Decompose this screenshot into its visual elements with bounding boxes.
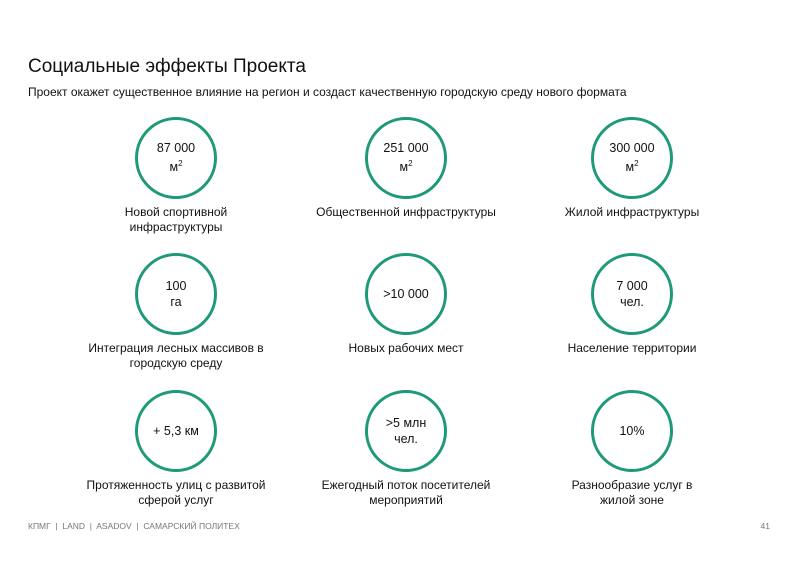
metric-circle: 300 000 м2 xyxy=(591,117,673,199)
metric-label: Ежегодный поток посетителей мероприятий xyxy=(321,478,491,507)
metric-circle: 87 000 м2 xyxy=(135,117,217,199)
metric-label: Жилой инфраструктуры xyxy=(564,205,700,219)
metric-circle: >5 млн чел. xyxy=(365,390,447,472)
metric-circle: 10% xyxy=(591,390,673,472)
metric-value: 300 000 xyxy=(609,141,655,156)
metric-label: Общественной инфраструктуры xyxy=(316,205,496,219)
metric-unit: чел. xyxy=(620,295,644,309)
metric-value: 10% xyxy=(619,424,645,438)
metric-circle: 100 га xyxy=(135,253,217,335)
metric-value: 7 000 xyxy=(616,279,648,293)
metric-value: >10 000 xyxy=(383,287,429,301)
metric-circle: 251 000 м2 xyxy=(365,117,447,199)
metric-item: 251 000 м2 Общественной инфраструктуры xyxy=(296,117,516,220)
metric-value: 251 000 xyxy=(383,141,429,156)
metric-item: 100 га Интеграция лесных массивов в город… xyxy=(66,253,286,371)
metric-label: Население территории xyxy=(567,341,697,355)
metric-unit: м2 xyxy=(399,159,413,175)
metric-unit: чел. xyxy=(394,432,418,446)
metric-label: Новых рабочих мест xyxy=(348,341,464,355)
metric-item: >5 млн чел. Ежегодный поток посетителей м… xyxy=(296,390,516,508)
metric-label: Протяженность улиц с развитой сферой усл… xyxy=(86,478,266,507)
page-subtitle: Проект окажет существенное влияние на ре… xyxy=(28,85,627,99)
page-title: Социальные эффекты Проекта xyxy=(28,56,306,77)
metric-item: + 5,3 км Протяженность улиц с развитой с… xyxy=(66,390,286,508)
metric-item: >10 000 Новых рабочих мест xyxy=(296,253,516,356)
metric-circle: 7 000 чел. xyxy=(591,253,673,335)
metric-label: Новой спортивной инфраструктуры xyxy=(124,205,228,234)
metric-item: 10% Разнообразие услуг в жилой зоне xyxy=(522,390,742,508)
metric-label: Интеграция лесных массивов в городскую с… xyxy=(88,341,264,370)
footer-text: КПМГ | LAND | ASADOV | САМАРСКИЙ ПОЛИТЕХ xyxy=(28,521,240,531)
metric-circle: >10 000 xyxy=(365,253,447,335)
metric-item: 7 000 чел. Население территории xyxy=(522,253,742,356)
metric-value: + 5,3 км xyxy=(153,424,199,438)
metric-value: 100 xyxy=(165,279,187,293)
metric-item: 300 000 м2 Жилой инфраструктуры xyxy=(522,117,742,220)
metric-value: 87 000 xyxy=(156,141,196,156)
metric-unit: га xyxy=(170,295,182,309)
page-number: 41 xyxy=(760,521,770,531)
metric-unit: м2 xyxy=(625,159,639,175)
metric-label: Разнообразие услуг в жилой зоне xyxy=(571,478,693,507)
metric-unit: м2 xyxy=(169,159,183,175)
metric-item: 87 000 м2 Новой спортивной инфраструктуры xyxy=(66,117,286,235)
metric-circle: + 5,3 км xyxy=(135,390,217,472)
metric-value: >5 млн xyxy=(385,416,427,430)
